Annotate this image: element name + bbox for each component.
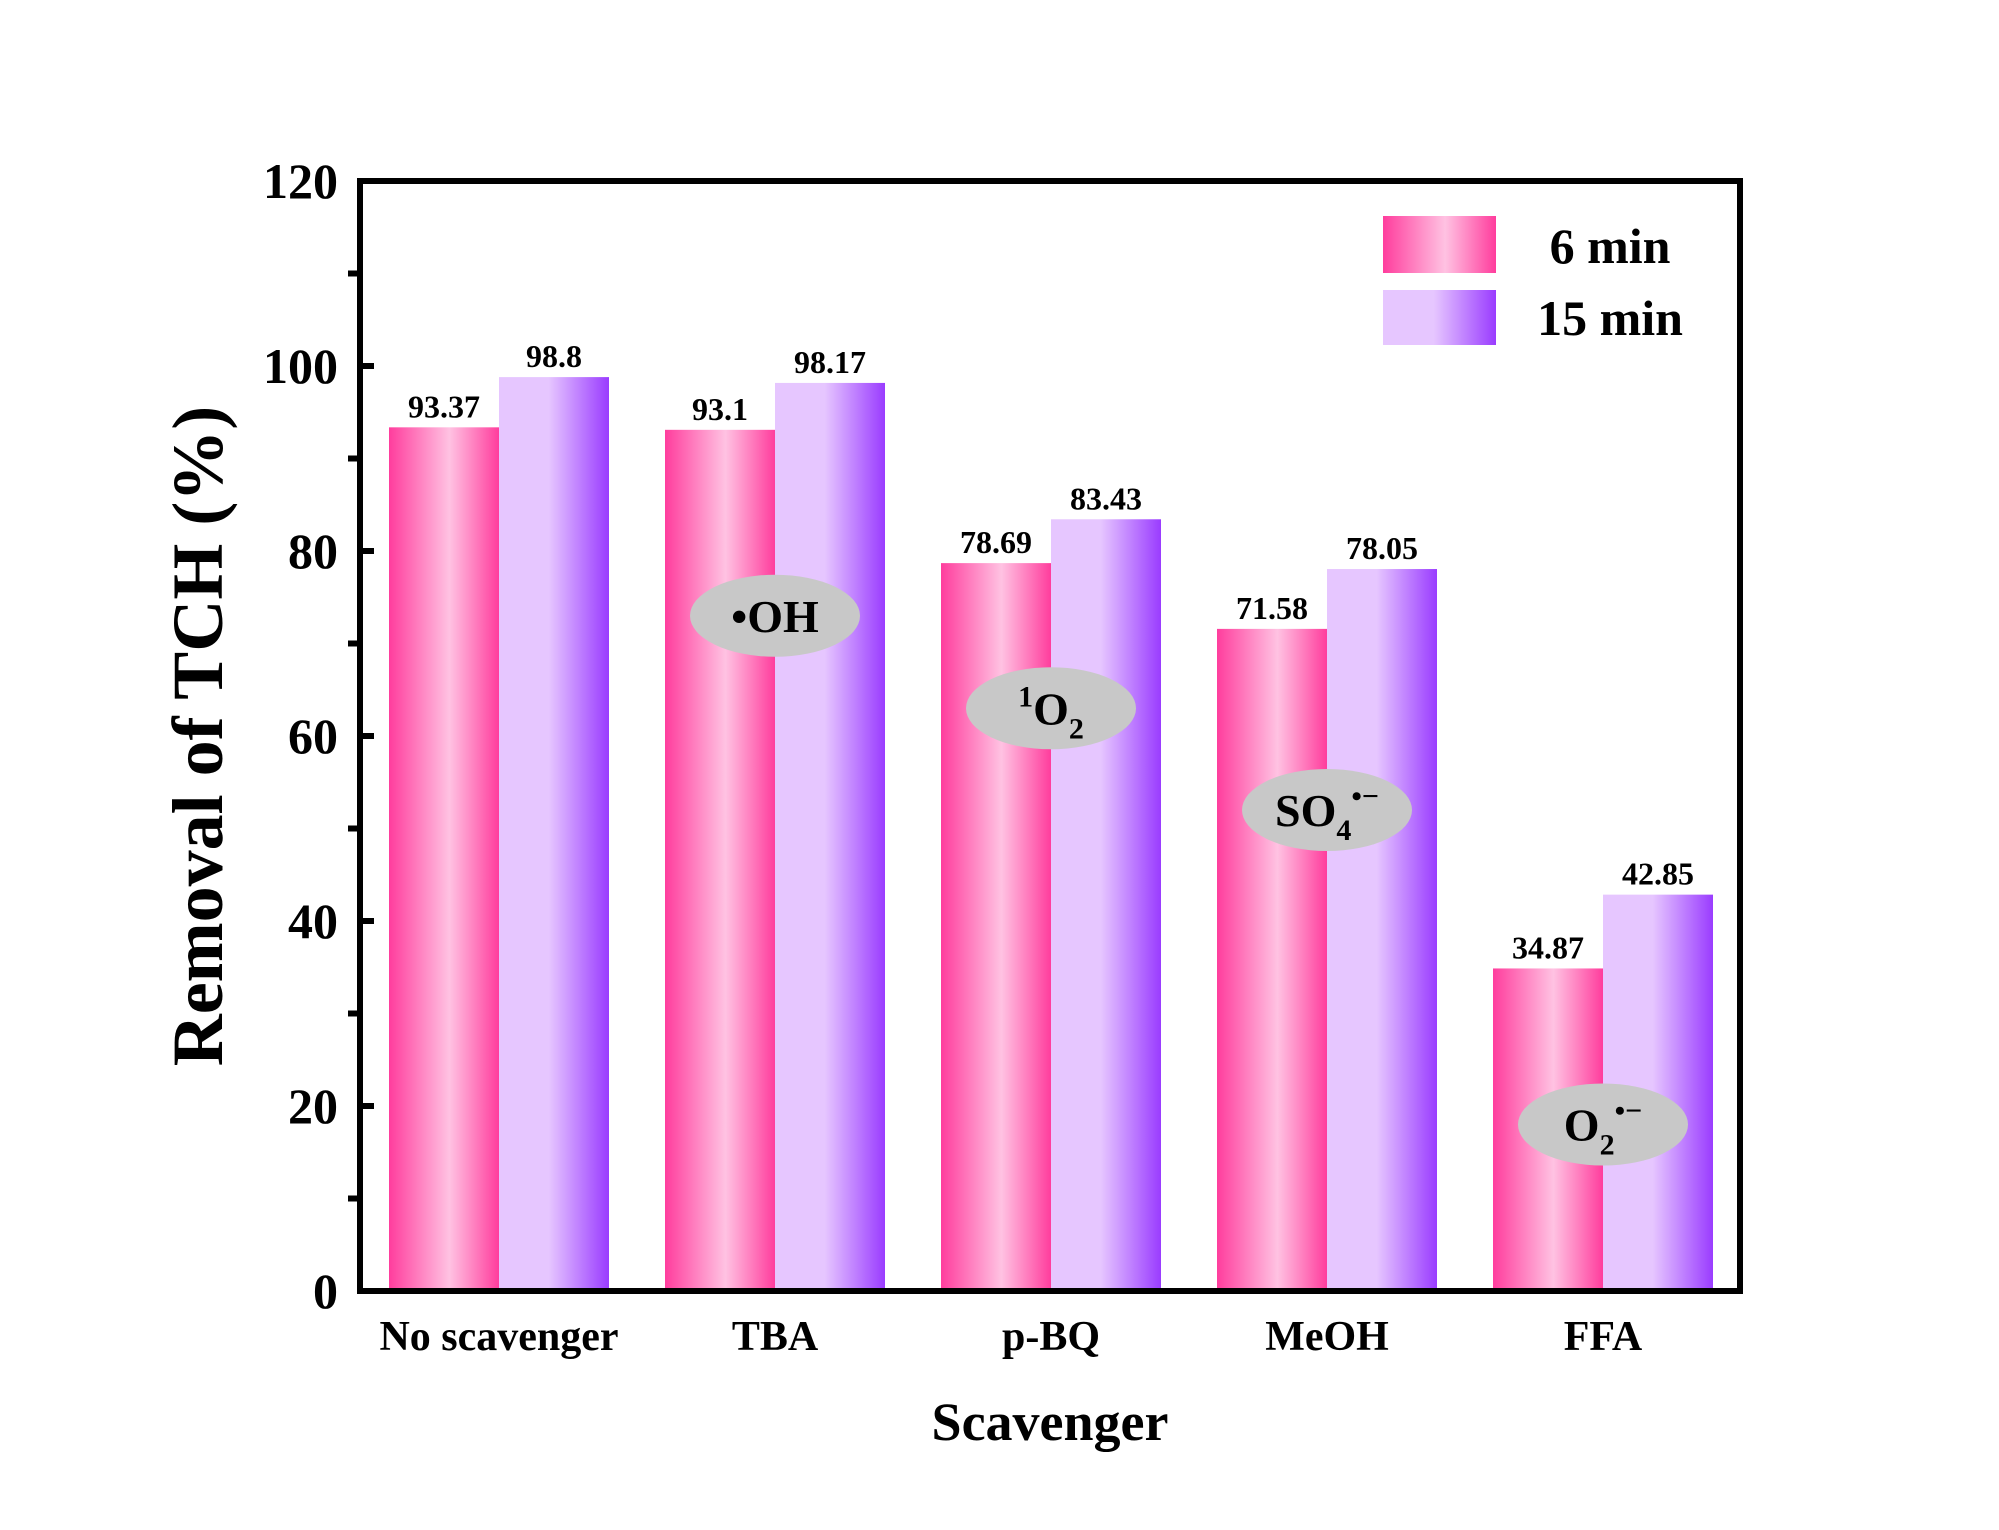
bar-15min-0 xyxy=(499,377,609,1292)
x-tick-label-4: FFA xyxy=(1564,1314,1643,1360)
species-annotation-1: 1O2 xyxy=(966,667,1136,750)
annotation-label-0: •OH xyxy=(731,591,819,642)
x-tick-label-1: TBA xyxy=(732,1314,819,1360)
legend-label-15min: 15 min xyxy=(1537,290,1683,346)
value-label-15min-3: 78.05 xyxy=(1346,530,1418,566)
y-tick-label-4: 80 xyxy=(288,523,338,579)
x-axis-title: Scavenger xyxy=(932,1392,1169,1452)
species-annotation-0: •OH xyxy=(690,574,860,657)
annotation-ellipse-0 xyxy=(690,574,860,657)
y-tick-label-5: 100 xyxy=(263,338,338,394)
value-label-15min-2: 83.43 xyxy=(1070,480,1142,516)
species-annotation-2: SO4•− xyxy=(1242,769,1412,851)
y-axis-title: Removal of TCH (%) xyxy=(158,406,238,1067)
bar-15min-3 xyxy=(1327,569,1437,1291)
value-label-6min-4: 34.87 xyxy=(1512,929,1584,965)
bar-6min-1 xyxy=(665,429,775,1291)
value-label-15min-0: 98.8 xyxy=(526,338,582,374)
y-tick-label-1: 20 xyxy=(288,1078,338,1134)
x-tick-label-2: p-BQ xyxy=(1002,1314,1100,1360)
value-label-6min-3: 71.58 xyxy=(1236,590,1308,626)
x-tick-label-3: MeOH xyxy=(1265,1314,1389,1360)
value-label-6min-0: 93.37 xyxy=(408,388,480,424)
bar-6min-3 xyxy=(1217,628,1327,1291)
value-label-6min-1: 93.1 xyxy=(692,391,748,427)
x-tick-label-0: No scavenger xyxy=(379,1314,618,1360)
legend-label-6min: 6 min xyxy=(1550,218,1671,274)
annotation-ellipse-1 xyxy=(966,667,1136,750)
y-tick-label-3: 60 xyxy=(288,708,338,764)
annotation-label-3: O2•− xyxy=(1564,1095,1642,1162)
value-label-15min-4: 42.85 xyxy=(1622,856,1694,892)
legend: 6 min 15 min xyxy=(1383,216,1683,346)
annotation-label-2: SO4•− xyxy=(1275,780,1379,847)
annotation-ellipse-3 xyxy=(1518,1083,1688,1166)
annotation-label-1: 1O2 xyxy=(1018,680,1084,745)
annotation-ellipse-2 xyxy=(1242,769,1412,851)
y-tick-label-6: 120 xyxy=(263,153,338,209)
y-tick-label-0: 0 xyxy=(313,1263,338,1319)
value-label-15min-1: 98.17 xyxy=(794,344,866,380)
y-tick-label-2: 40 xyxy=(288,893,338,949)
legend-swatch-6min xyxy=(1383,216,1496,273)
bar-6min-0 xyxy=(389,427,499,1291)
bar-15min-2 xyxy=(1051,519,1161,1291)
legend-swatch-15min xyxy=(1383,290,1496,345)
bar-15min-1 xyxy=(775,382,885,1291)
value-label-6min-2: 78.69 xyxy=(960,524,1032,560)
species-annotation-3: O2•− xyxy=(1518,1083,1688,1166)
